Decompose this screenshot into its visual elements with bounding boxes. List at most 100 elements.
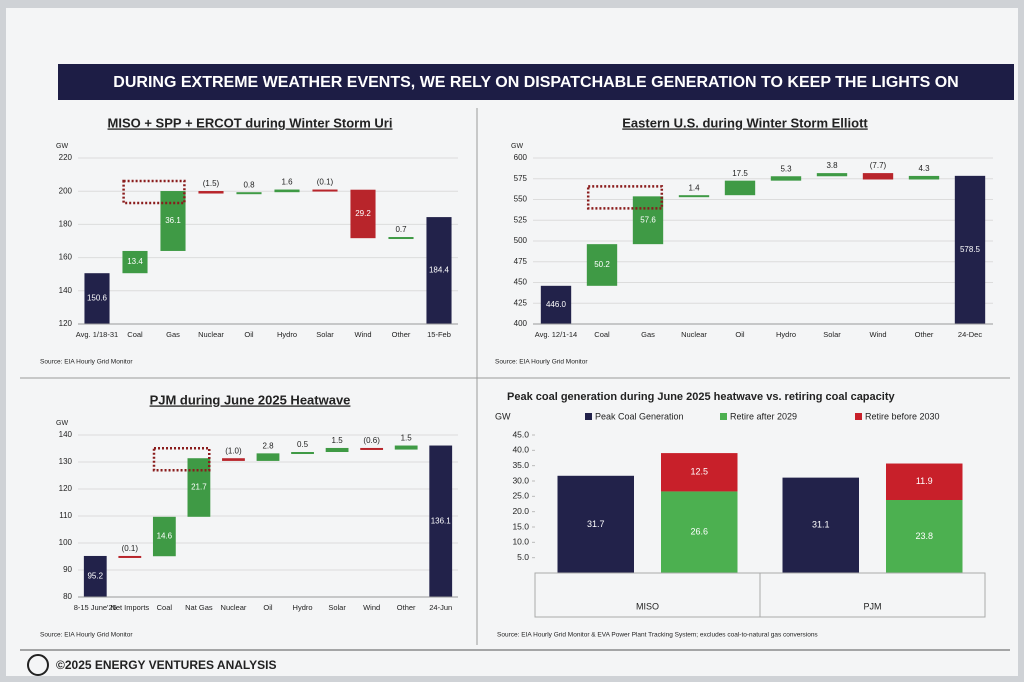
y-axis-label: GW [495, 411, 511, 421]
value-label: 1.5 [401, 434, 413, 443]
chart-title: Eastern U.S. during Winter Storm Elliott [622, 115, 868, 130]
value-label: 95.2 [87, 572, 103, 581]
value-label: (7.7) [870, 161, 887, 170]
value-label: 21.7 [191, 483, 207, 492]
x-tick-label: 8-15 June'25 [74, 603, 117, 612]
y-tick-label: 10.0 [512, 537, 529, 547]
y-axis-label: GW [511, 143, 523, 150]
bar [350, 189, 376, 239]
x-tick-label: Avg. 1/18-31 [76, 330, 118, 339]
value-label: 11.9 [916, 476, 933, 486]
source: Source: EIA Hourly Grid Monitor [40, 632, 133, 639]
y-tick-label: 425 [514, 298, 528, 307]
y-tick-label: 600 [514, 153, 528, 162]
bar [394, 445, 418, 450]
legend-swatch [720, 413, 727, 420]
x-tick-label: Net Imports [110, 603, 149, 612]
value-label: (0.1) [122, 544, 139, 553]
y-axis-label: GW [56, 143, 68, 150]
value-label: 13.4 [127, 257, 143, 266]
bar [429, 445, 453, 597]
value-label: 1.6 [281, 178, 293, 187]
x-tick-label: PJM [864, 601, 882, 611]
highlight-box [586, 185, 664, 210]
value-label: 2.8 [262, 441, 274, 450]
bar [236, 192, 262, 195]
chart-title: MISO + SPP + ERCOT during Winter Storm U… [108, 115, 393, 130]
value-label: 136.1 [431, 516, 452, 525]
x-tick-label: Hydro [776, 330, 796, 339]
value-label: 0.7 [395, 225, 407, 234]
x-tick-label: Wind [363, 603, 380, 612]
bar [84, 273, 110, 324]
x-tick-label: Oil [244, 330, 254, 339]
x-tick-label: Other [392, 330, 411, 339]
y-tick-label: 110 [59, 511, 72, 520]
title-banner [58, 64, 1014, 100]
x-tick-label: 15-Feb [427, 330, 451, 339]
x-tick-label: Nat Gas [185, 603, 213, 612]
legend-label: Retire before 2030 [865, 411, 940, 421]
y-tick-label: 200 [59, 186, 73, 195]
x-tick-label: 24-Dec [958, 330, 982, 339]
bar [187, 458, 211, 517]
bar [557, 475, 634, 573]
x-tick-label: Wind [354, 330, 371, 339]
y-tick-label: 575 [514, 174, 528, 183]
y-tick-label: 25.0 [512, 491, 529, 501]
y-tick-label: 80 [63, 592, 72, 601]
value-label: 150.6 [87, 294, 108, 303]
bar [632, 196, 664, 245]
y-tick-label: 15.0 [512, 521, 529, 531]
y-axis-label: GW [56, 420, 68, 427]
bar [122, 250, 148, 274]
value-label: 50.2 [594, 260, 610, 269]
value-label: 12.5 [690, 467, 708, 477]
bar [782, 477, 859, 573]
value-label: 29.2 [355, 209, 371, 218]
y-tick-label: 180 [59, 220, 73, 229]
bar [118, 555, 142, 558]
value-label: 3.8 [826, 161, 838, 170]
value-label: 26.6 [690, 527, 708, 537]
bar [152, 516, 176, 557]
y-tick-label: 400 [514, 319, 528, 328]
bar-segment [661, 491, 738, 573]
y-tick-label: 90 [63, 565, 72, 574]
y-tick-label: 20.0 [512, 506, 529, 516]
bar [862, 173, 894, 180]
x-tick-label: Other [397, 603, 416, 612]
value-label: 4.3 [918, 164, 930, 173]
value-label: 14.6 [157, 532, 173, 541]
x-tick-label: Nuclear [681, 330, 707, 339]
y-tick-label: 220 [59, 153, 73, 162]
bar [274, 189, 300, 193]
y-tick-label: 500 [514, 236, 528, 245]
x-tick-label: Coal [157, 603, 173, 612]
bar-segment [886, 463, 963, 501]
highlight-box [152, 446, 211, 472]
value-label: 1.5 [332, 436, 344, 445]
highlight-box [122, 179, 186, 205]
x-tick-label: Other [915, 330, 934, 339]
x-tick-label: Gas [641, 330, 655, 339]
category-cell [759, 572, 986, 618]
x-tick-label: Gas [166, 330, 180, 339]
value-label: 17.5 [732, 169, 748, 178]
x-tick-label: Nuclear [198, 330, 224, 339]
bar [83, 555, 107, 597]
x-tick-label: Hydro [277, 330, 297, 339]
source: Source: EIA Hourly Grid Monitor [40, 359, 133, 366]
bar-segment [886, 500, 963, 573]
chart-title: PJM during June 2025 Heatwave [150, 392, 351, 407]
y-tick-label: 475 [514, 257, 528, 266]
bar [388, 237, 414, 240]
source: Source: EIA Hourly Grid Monitor & EVA Po… [497, 632, 818, 639]
y-tick-label: 120 [59, 319, 73, 328]
bar [198, 191, 224, 194]
bar [222, 458, 245, 461]
bar [360, 447, 384, 450]
y-tick-label: 30.0 [512, 475, 529, 485]
y-tick-label: 45.0 [512, 429, 529, 439]
